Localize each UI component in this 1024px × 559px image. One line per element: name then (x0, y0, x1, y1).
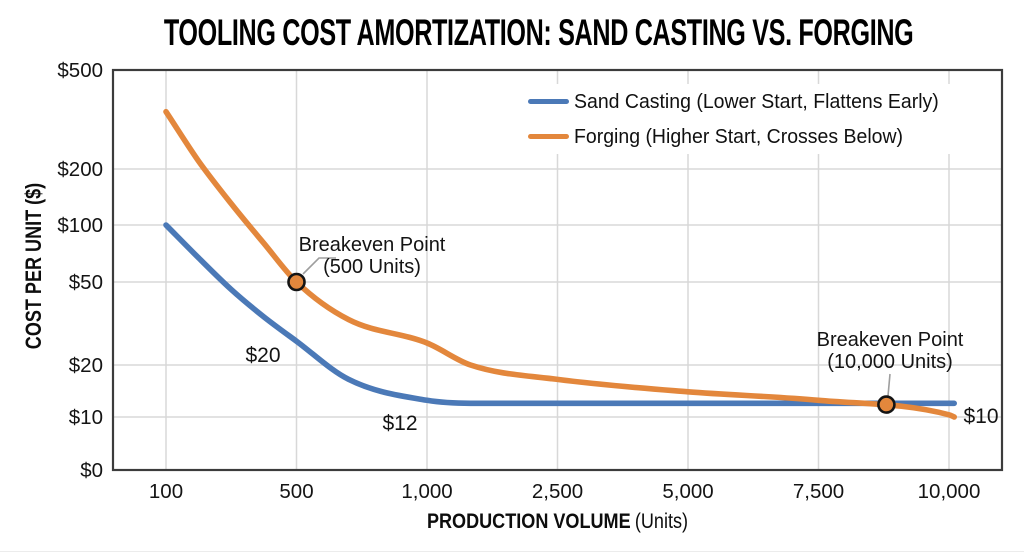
annotation-leaders (302, 257, 891, 397)
breakeven-marker-10000 (877, 395, 896, 414)
x-tick-labels: 100 500 1,000 2,500 5,000 7,500 10,000 (149, 480, 980, 503)
y-tick-label: $100 (57, 214, 103, 237)
legend-item-forging: Forging (Higher Start, Crosses Below) (528, 119, 958, 154)
y-tick-label: $50 (69, 271, 103, 294)
breakeven-10000-leader (887, 373, 891, 397)
legend-item-sand-casting: Sand Casting (Lower Start, Flattens Earl… (528, 84, 958, 119)
y-tick-label: $500 (57, 59, 103, 82)
value-label-forging-10: $10 (963, 405, 998, 428)
annotation-breakeven-10000-line2: (10,000 Units) (827, 351, 953, 373)
legend-label-sand-casting: Sand Casting (Lower Start, Flattens Earl… (574, 89, 939, 113)
x-axis-title: PRODUCTION VOLUME (Units) (184, 509, 931, 534)
x-tick-label: 2,500 (532, 480, 583, 503)
y-tick-label: $0 (80, 459, 103, 482)
annotation-breakeven-500: Breakeven Point(500 Units) (299, 234, 446, 278)
series-sand-casting-line (163, 222, 957, 407)
y-tick-label: $10 (69, 406, 103, 429)
x-axis-title-main: PRODUCTION VOLUME (426, 509, 631, 533)
gridlines (113, 70, 1002, 470)
legend: Sand Casting (Lower Start, Flattens Earl… (528, 84, 958, 154)
breakeven-500-leader (302, 257, 336, 275)
x-tick-label: 1,000 (401, 480, 452, 503)
x-tick-label: 500 (279, 480, 313, 503)
annotation-breakeven-10000: Breakeven Point(10,000 Units) (817, 329, 964, 373)
x-tick-label: 7,500 (793, 480, 844, 503)
series-forging-line (163, 108, 957, 420)
y-tick-label: $20 (69, 354, 103, 377)
x-tick-label: 5,000 (662, 480, 713, 503)
x-tick-label: 100 (149, 480, 183, 503)
x-tick-label: 10,000 (918, 480, 981, 503)
y-tick-labels: $500 $200 $100 $50 $20 $10 $0 (57, 59, 103, 482)
chart-title: TOOLING COST AMORTIZATION: SAND CASTING … (163, 12, 914, 53)
legend-label-forging: Forging (Higher Start, Crosses Below) (574, 124, 904, 148)
legend-swatch-forging (528, 133, 569, 140)
legend-swatch-sand-casting (528, 98, 569, 105)
breakeven-marker-500 (287, 272, 306, 292)
value-label-sand-casting-20: $20 (245, 344, 280, 367)
annotation-breakeven-500-line2: (500 Units) (323, 256, 421, 278)
y-tick-label: $200 (57, 158, 103, 181)
annotation-breakeven-500-line1: Breakeven Point (299, 234, 446, 256)
plot-border (111, 68, 1004, 472)
annotation-breakeven-10000-line1: Breakeven Point (817, 329, 964, 351)
bottom-hairline (0, 551, 1024, 552)
value-label-sand-casting-12: $12 (382, 412, 417, 435)
x-axis-title-units: (Units) (634, 509, 689, 533)
curve-value-labels: $20 $12 $10 (245, 344, 998, 435)
